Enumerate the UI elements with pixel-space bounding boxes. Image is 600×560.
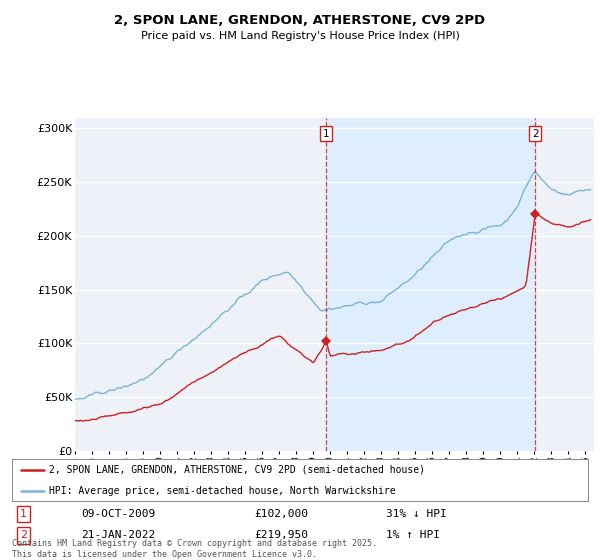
- Text: 2: 2: [532, 129, 539, 139]
- Text: 2, SPON LANE, GRENDON, ATHERSTONE, CV9 2PD: 2, SPON LANE, GRENDON, ATHERSTONE, CV9 2…: [115, 14, 485, 27]
- Text: 31% ↓ HPI: 31% ↓ HPI: [386, 509, 447, 519]
- Text: 2: 2: [20, 530, 27, 540]
- Text: 1: 1: [323, 129, 329, 139]
- Text: 2, SPON LANE, GRENDON, ATHERSTONE, CV9 2PD (semi-detached house): 2, SPON LANE, GRENDON, ATHERSTONE, CV9 2…: [49, 465, 425, 475]
- Text: Contains HM Land Registry data © Crown copyright and database right 2025.
This d: Contains HM Land Registry data © Crown c…: [12, 539, 377, 559]
- Text: £102,000: £102,000: [254, 509, 308, 519]
- Text: 09-OCT-2009: 09-OCT-2009: [81, 509, 155, 519]
- Text: 1: 1: [20, 509, 27, 519]
- Text: 1% ↑ HPI: 1% ↑ HPI: [386, 530, 440, 540]
- Text: HPI: Average price, semi-detached house, North Warwickshire: HPI: Average price, semi-detached house,…: [49, 486, 396, 496]
- Text: Price paid vs. HM Land Registry's House Price Index (HPI): Price paid vs. HM Land Registry's House …: [140, 31, 460, 41]
- Text: 21-JAN-2022: 21-JAN-2022: [81, 530, 155, 540]
- Text: £219,950: £219,950: [254, 530, 308, 540]
- Bar: [326, 118, 535, 451]
